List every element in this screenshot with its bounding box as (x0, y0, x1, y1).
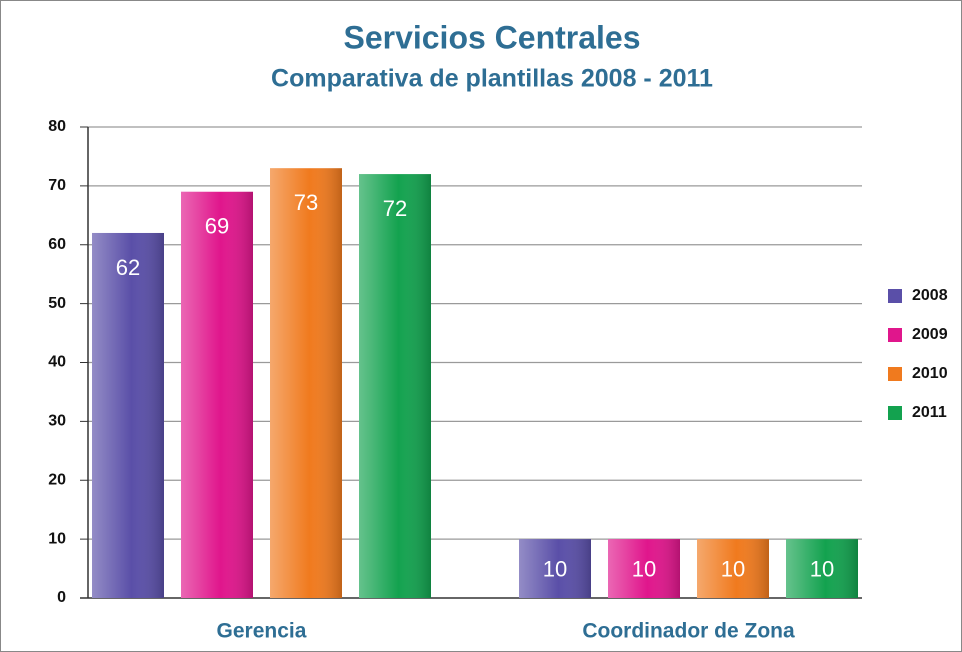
legend-label: 2010 (912, 365, 948, 382)
chart-title: Servicios Centrales (343, 19, 640, 55)
x-tick-label: Gerencia (217, 620, 307, 643)
legend-swatch (888, 289, 902, 303)
data-label: 10 (721, 556, 745, 581)
data-label: 69 (205, 214, 229, 239)
bar-shading (786, 539, 858, 598)
y-tick-label: 40 (48, 354, 66, 371)
data-label: 10 (632, 556, 656, 581)
legend-swatch (888, 328, 902, 342)
data-label: 10 (810, 556, 834, 581)
legend-swatch (888, 406, 902, 420)
x-tick-label: Coordinador de Zona (582, 620, 795, 643)
y-tick-label: 70 (48, 177, 66, 194)
legend-label: 2008 (912, 287, 948, 304)
bar-shading (181, 191, 253, 598)
y-tick-label: 20 (48, 471, 66, 488)
bar-shading (697, 539, 769, 598)
data-label: 72 (383, 196, 407, 221)
y-tick-label: 50 (48, 295, 66, 312)
y-tick-label: 10 (48, 530, 66, 547)
bar-shading (519, 539, 591, 598)
bar-shading (608, 539, 680, 598)
y-tick-label: 60 (48, 236, 66, 253)
chart-subtitle: Comparativa de plantillas 2008 - 2011 (271, 65, 713, 93)
legend-label: 2009 (912, 326, 948, 343)
bar-shading (92, 232, 164, 598)
legend-swatch (888, 367, 902, 381)
bar-shading (359, 174, 431, 598)
y-tick-label: 0 (57, 589, 66, 606)
legend-label: 2011 (912, 404, 947, 421)
bar-shading (270, 168, 342, 598)
data-label: 62 (116, 255, 140, 280)
y-tick-label: 80 (48, 118, 66, 135)
data-label: 73 (294, 190, 318, 215)
data-label: 10 (543, 556, 567, 581)
y-tick-label: 30 (48, 413, 66, 430)
